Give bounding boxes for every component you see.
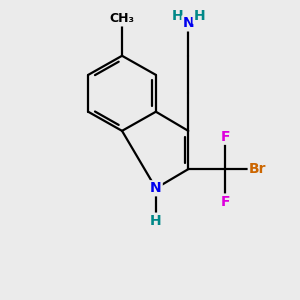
Text: Br: Br [249, 162, 266, 176]
Text: N: N [182, 16, 194, 30]
Text: F: F [220, 130, 230, 144]
Text: H: H [171, 9, 183, 23]
Text: N: N [150, 181, 162, 195]
Text: H: H [194, 9, 205, 23]
Text: CH₃: CH₃ [110, 13, 134, 26]
Text: H: H [150, 214, 162, 228]
Text: F: F [220, 194, 230, 208]
